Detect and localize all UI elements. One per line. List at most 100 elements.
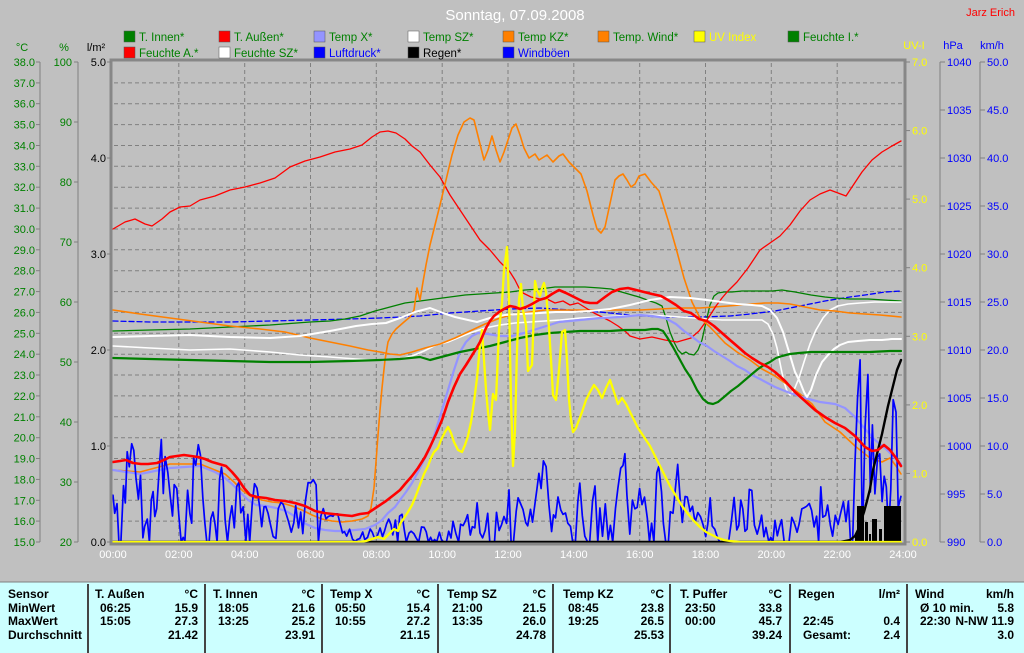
svg-text:18:00: 18:00 [692,549,720,561]
svg-text:40.0: 40.0 [987,153,1008,165]
svg-text:22:00: 22:00 [823,549,851,561]
svg-text:05:50: 05:50 [335,601,366,615]
svg-text:0.0: 0.0 [912,537,927,549]
svg-text:Ø 10 min.: Ø 10 min. [920,601,974,615]
svg-text:37.0: 37.0 [14,78,35,90]
svg-text:33.8: 33.8 [759,601,783,615]
svg-text:38.0: 38.0 [14,57,35,69]
svg-text:4.0: 4.0 [912,263,927,275]
svg-text:25.53: 25.53 [634,628,664,642]
svg-text:17.0: 17.0 [14,495,35,507]
svg-text:30.0: 30.0 [14,224,35,236]
svg-text:45.7: 45.7 [759,614,783,628]
svg-text:22:45: 22:45 [803,614,834,628]
svg-text:°C: °C [302,587,316,601]
svg-text:°C: °C [533,587,547,601]
svg-text:31.0: 31.0 [14,203,35,215]
svg-text:06:00: 06:00 [297,549,325,561]
svg-text:45.0: 45.0 [987,105,1008,117]
svg-text:25.2: 25.2 [292,614,316,628]
svg-text:5.0: 5.0 [91,57,106,69]
svg-text:21.0: 21.0 [14,412,35,424]
svg-text:26.5: 26.5 [641,614,665,628]
svg-text:21.15: 21.15 [400,628,430,642]
svg-text:21.42: 21.42 [168,628,198,642]
svg-text:UV Index: UV Index [709,32,757,44]
svg-text:1.0: 1.0 [91,441,106,453]
svg-text:15.4: 15.4 [407,601,431,615]
svg-text:26.0: 26.0 [523,614,547,628]
svg-text:15:05: 15:05 [100,614,131,628]
svg-text:06:25: 06:25 [100,601,131,615]
svg-text:30.0: 30.0 [987,249,1008,261]
svg-text:1030: 1030 [947,153,971,165]
svg-text:Temp X: Temp X [330,587,372,601]
svg-text:°C: °C [769,587,783,601]
svg-text:24.78: 24.78 [516,628,546,642]
svg-text:27.3: 27.3 [175,614,199,628]
svg-text:Feuchte I.*: Feuchte I.* [803,32,859,44]
svg-text:°C: °C [185,587,199,601]
svg-text:18.0: 18.0 [14,474,35,486]
svg-text:32.0: 32.0 [14,182,35,194]
svg-text:24.0: 24.0 [14,349,35,361]
svg-text:12:00: 12:00 [494,549,522,561]
svg-text:1025: 1025 [947,201,971,213]
svg-text:08:00: 08:00 [363,549,391,561]
svg-text:3.0: 3.0 [91,249,106,261]
svg-text:08:45: 08:45 [568,601,599,615]
svg-text:5.0: 5.0 [912,194,927,206]
svg-text:T. Außen*: T. Außen* [234,32,284,44]
svg-text:22.0: 22.0 [14,391,35,403]
svg-text:26.0: 26.0 [14,307,35,319]
svg-text:7.0: 7.0 [912,57,927,69]
svg-text:Temp SZ*: Temp SZ* [423,32,474,44]
svg-text:Temp KZ: Temp KZ [563,587,613,601]
svg-text:5.8: 5.8 [997,601,1014,615]
svg-text:19:25: 19:25 [568,614,599,628]
svg-text:3.0: 3.0 [997,628,1014,642]
svg-text:1.0: 1.0 [912,468,927,480]
svg-text:14:00: 14:00 [560,549,588,561]
svg-text:50.0: 50.0 [987,57,1008,69]
svg-text:50: 50 [60,357,72,369]
svg-text:90: 90 [60,117,72,129]
svg-text:T. Puffer: T. Puffer [680,587,728,601]
svg-text:Sonntag, 07.09.2008: Sonntag, 07.09.2008 [445,7,584,24]
svg-text:Temp. Wind*: Temp. Wind* [613,32,679,44]
svg-text:18:05: 18:05 [218,601,249,615]
svg-text:30: 30 [60,477,72,489]
svg-text:35.0: 35.0 [987,201,1008,213]
svg-text:MinWert: MinWert [8,601,55,615]
svg-text:21.6: 21.6 [292,601,316,615]
svg-text:km/h: km/h [980,40,1004,52]
svg-text:N-NW 11.9: N-NW 11.9 [955,614,1014,628]
svg-text:UV-I: UV-I [903,40,924,52]
svg-text:995: 995 [947,489,965,501]
svg-text:Temp X*: Temp X* [329,32,373,44]
svg-text:25.0: 25.0 [14,328,35,340]
svg-text:1010: 1010 [947,345,971,357]
svg-text:°C: °C [16,42,28,54]
svg-text:60: 60 [60,297,72,309]
svg-text:20:00: 20:00 [758,549,786,561]
svg-text:15.0: 15.0 [14,537,35,549]
svg-text:T. Außen: T. Außen [95,587,145,601]
svg-text:15.9: 15.9 [175,601,199,615]
svg-text:100: 100 [54,57,72,69]
svg-text:°C: °C [651,587,665,601]
svg-text:1040: 1040 [947,57,971,69]
svg-text:Sensor: Sensor [8,587,49,601]
svg-text:80: 80 [60,177,72,189]
svg-text:990: 990 [947,537,965,549]
svg-text:MaxWert: MaxWert [8,614,58,628]
svg-text:1000: 1000 [947,441,971,453]
svg-text:%: % [59,42,69,54]
svg-text:Regen: Regen [798,587,835,601]
svg-text:04:00: 04:00 [231,549,259,561]
svg-text:Luftdruck*: Luftdruck* [329,48,381,60]
svg-text:10.0: 10.0 [987,441,1008,453]
svg-text:19.0: 19.0 [14,454,35,466]
svg-text:Feuchte A.*: Feuchte A.* [139,48,199,60]
svg-text:13:25: 13:25 [218,614,249,628]
